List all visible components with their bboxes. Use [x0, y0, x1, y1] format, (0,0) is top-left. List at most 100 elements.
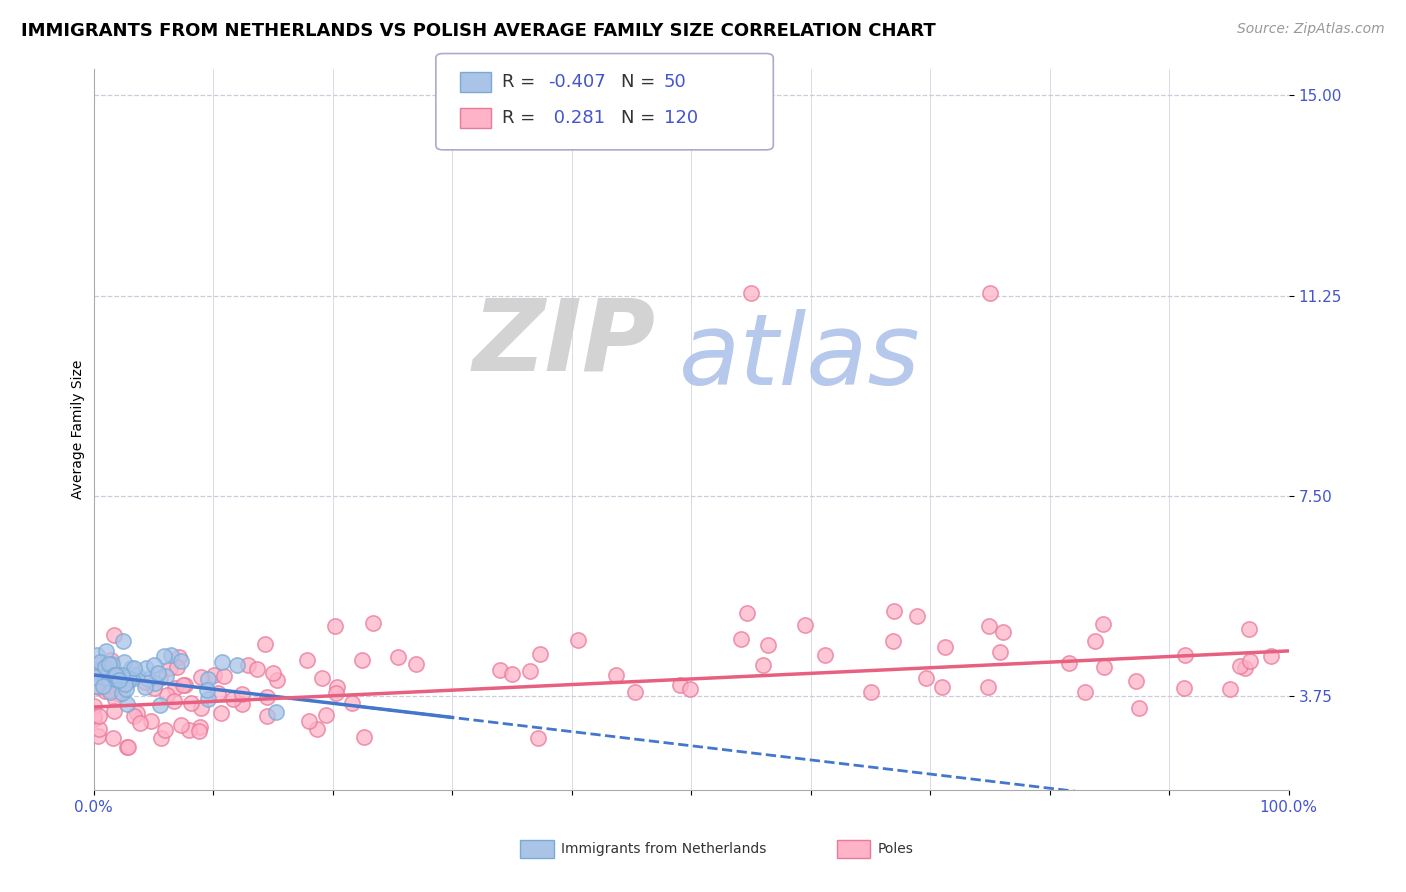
Point	[139, 714, 162, 728]
Point	[134, 675, 156, 690]
Point	[118, 672, 141, 686]
Point	[87, 709, 110, 723]
Point	[149, 731, 172, 745]
Point	[83, 712, 105, 726]
Point	[108, 687, 131, 701]
Point	[1237, 622, 1260, 636]
Point	[136, 672, 159, 686]
Point	[315, 707, 337, 722]
Point	[169, 655, 191, 669]
Point	[160, 648, 183, 662]
Point	[326, 680, 349, 694]
Point	[167, 650, 190, 665]
Point	[1239, 654, 1261, 668]
Point	[311, 672, 333, 686]
Point	[934, 640, 956, 654]
Point	[197, 672, 219, 686]
Text: 120: 120	[664, 109, 697, 127]
Point	[108, 673, 131, 687]
Point	[991, 625, 1014, 640]
Point	[149, 698, 172, 713]
Point	[730, 632, 752, 646]
Point	[361, 615, 384, 630]
Point	[1229, 658, 1251, 673]
Point	[567, 632, 589, 647]
Point	[859, 685, 882, 699]
Point	[211, 656, 233, 670]
Point	[111, 686, 134, 700]
Point	[110, 670, 132, 684]
Point	[222, 692, 245, 706]
Point	[104, 672, 127, 686]
Point	[86, 664, 108, 678]
Y-axis label: Average Family Size: Average Family Size	[72, 359, 86, 499]
Point	[155, 668, 177, 682]
Point	[120, 661, 142, 675]
Point	[190, 701, 212, 715]
Point	[125, 706, 148, 720]
Point	[148, 666, 170, 681]
Point	[135, 661, 157, 675]
Point	[1219, 682, 1241, 697]
Point	[209, 706, 232, 721]
Point	[91, 679, 114, 693]
Point	[669, 678, 692, 692]
Point	[177, 723, 200, 737]
Point	[104, 670, 127, 684]
Point	[101, 673, 124, 687]
Point	[83, 670, 105, 684]
Point	[180, 697, 202, 711]
Point	[105, 673, 128, 688]
Point	[1084, 634, 1107, 648]
Point	[931, 680, 953, 694]
Point	[103, 668, 125, 682]
Point	[89, 655, 111, 669]
Text: R =: R =	[502, 73, 536, 91]
Point	[190, 670, 212, 684]
Point	[489, 663, 512, 677]
Point	[122, 661, 145, 675]
Point	[94, 671, 117, 685]
Point	[245, 662, 267, 676]
Point	[172, 678, 194, 692]
Point	[1059, 656, 1081, 670]
Point	[114, 682, 136, 697]
Text: ZIP: ZIP	[472, 294, 655, 391]
Point	[117, 740, 139, 755]
Point	[325, 686, 347, 700]
Point	[979, 618, 1001, 632]
Point	[752, 658, 775, 673]
Point	[115, 697, 138, 711]
Point	[156, 688, 179, 702]
Point	[529, 648, 551, 662]
Point	[83, 709, 105, 723]
Point	[86, 648, 108, 662]
Point	[1260, 648, 1282, 663]
Point	[163, 694, 186, 708]
Point	[89, 723, 111, 737]
Point	[149, 671, 172, 685]
Point	[110, 668, 132, 682]
Point	[905, 609, 928, 624]
Point	[225, 657, 247, 672]
Text: N =: N =	[621, 109, 655, 127]
Text: Immigrants from Netherlands: Immigrants from Netherlands	[561, 842, 766, 856]
Point	[134, 681, 156, 695]
Point	[305, 722, 328, 736]
Point	[104, 668, 127, 682]
Point	[115, 740, 138, 755]
Point	[111, 634, 134, 648]
Point	[100, 657, 122, 671]
Point	[98, 657, 121, 671]
Point	[103, 704, 125, 718]
Point	[94, 684, 117, 698]
Point	[264, 705, 287, 719]
Point	[142, 681, 165, 696]
Point	[94, 644, 117, 658]
Point	[605, 667, 627, 681]
Point	[127, 668, 149, 682]
Point	[103, 627, 125, 641]
Point	[98, 684, 121, 698]
Text: 0.281: 0.281	[548, 109, 606, 127]
Point	[256, 709, 278, 723]
